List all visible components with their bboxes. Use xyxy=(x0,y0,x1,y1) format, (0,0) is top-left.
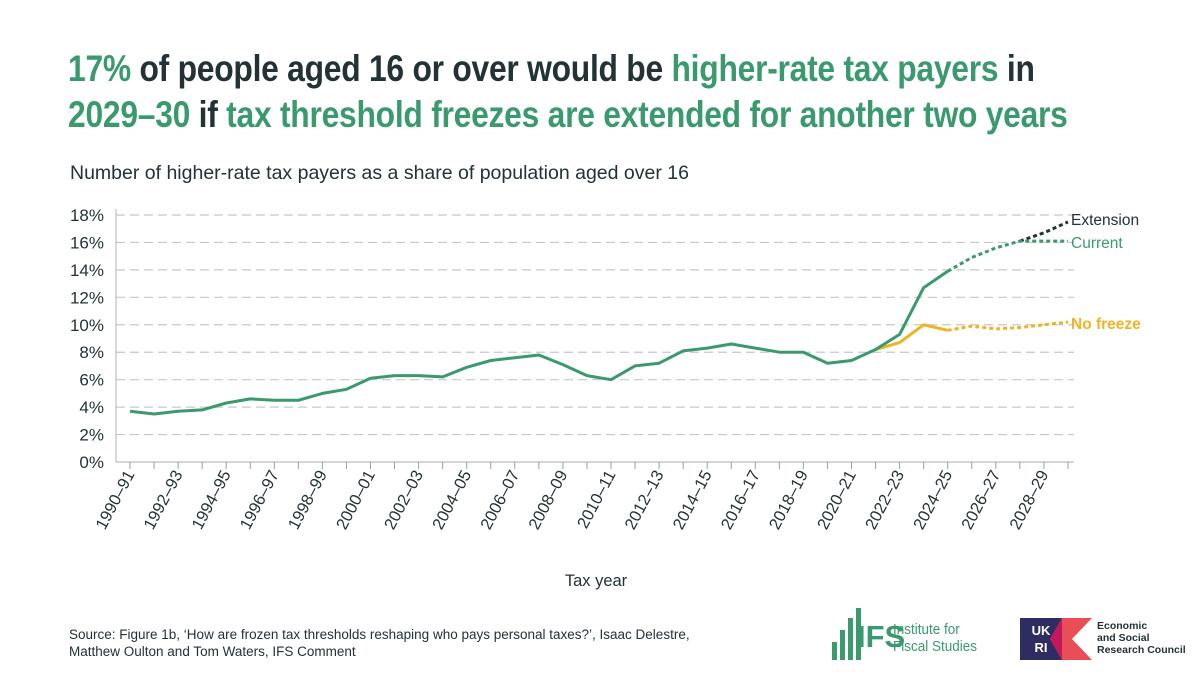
esrc-line-1: Economic xyxy=(1097,620,1148,632)
series-projection-current xyxy=(946,239,1068,273)
x-tick-label: 2026–27 xyxy=(958,467,1004,532)
y-tick-label: 8% xyxy=(79,343,104,362)
x-tick-label: 1998–99 xyxy=(285,467,331,532)
headline: 17% of people aged 16 or over would be h… xyxy=(68,46,1068,138)
y-tick-label: 18% xyxy=(70,206,104,225)
svg-text:RI: RI xyxy=(1035,640,1048,655)
ifs-logo-word: IFS xyxy=(857,619,906,654)
y-tick-label: 10% xyxy=(70,316,104,335)
esrc-line-2: and Social xyxy=(1097,632,1150,644)
x-tick-label: 1992–93 xyxy=(141,467,187,532)
y-tick-label: 12% xyxy=(70,288,104,307)
headline-text: of people aged 16 or over would be xyxy=(130,48,672,89)
y-tick-label: 6% xyxy=(79,371,104,390)
source-note: Source: Figure 1b, ‘How are frozen tax t… xyxy=(69,626,709,660)
series-projection-extension xyxy=(1019,220,1069,243)
y-tick-label: 2% xyxy=(79,426,104,445)
x-tick-label: 2008–09 xyxy=(525,467,571,532)
series-label-extension: Extension xyxy=(1071,212,1139,229)
x-tick-label: 2018–19 xyxy=(766,467,812,532)
headline-line-2: 2029–30 if tax threshold freezes are ext… xyxy=(68,92,1068,138)
x-tick-label: 1996–97 xyxy=(237,467,283,532)
x-tick-label: 2006–07 xyxy=(477,467,523,532)
headline-line-1: 17% of people aged 16 or over would be h… xyxy=(68,46,1035,92)
chart-title: Number of higher-rate tax payers as a sh… xyxy=(70,162,689,184)
source-line-1: Source: Figure 1b, ‘How are frozen tax t… xyxy=(69,627,690,642)
headline-text: in xyxy=(998,48,1035,89)
x-tick-label: 2028–29 xyxy=(1006,467,1052,532)
x-tick-label: 2020–21 xyxy=(814,467,860,532)
series-label-no-freeze: No freeze xyxy=(1071,316,1141,333)
esrc-logo-text: Economic and Social Research Council xyxy=(1097,620,1186,656)
y-tick-label: 14% xyxy=(70,261,104,280)
svg-text:UK: UK xyxy=(1032,623,1051,638)
y-tick-label: 16% xyxy=(70,233,104,252)
ifs-bars-icon xyxy=(832,608,861,660)
x-tick-label: 2024–25 xyxy=(910,467,956,532)
x-axis-title: Tax year xyxy=(565,572,628,590)
esrc-line-3: Research Council xyxy=(1097,644,1186,656)
y-tick-label: 4% xyxy=(79,398,104,417)
x-tick-label: 1990–91 xyxy=(92,467,138,532)
x-tick-label: 1994–95 xyxy=(189,467,235,532)
series-label-current: Current xyxy=(1071,235,1123,252)
x-tick-label: 2004–05 xyxy=(429,467,475,532)
ifs-logo-line-2: Fiscal Studies xyxy=(893,638,978,655)
x-tick-label: 2002–03 xyxy=(381,467,427,532)
x-tick-label: 2000–01 xyxy=(333,467,379,532)
ifs-logo-line-1: Institute for xyxy=(893,621,960,638)
x-tick-label: 2014–15 xyxy=(670,467,716,532)
headline-highlight: higher-rate tax payers xyxy=(671,48,999,89)
x-tick-label: 2016–17 xyxy=(718,467,764,532)
ukri-logo: UK RI xyxy=(1020,618,1092,660)
headline-highlight: 17% xyxy=(68,48,131,89)
y-tick-label: 0% xyxy=(79,453,104,472)
series-projection-no-freeze xyxy=(947,320,1069,332)
series-line-current xyxy=(129,270,949,416)
series-line-no-freeze xyxy=(875,323,949,351)
ifs-logo-text: Institute for Fiscal Studies xyxy=(893,621,977,655)
headline-text: if xyxy=(190,94,227,135)
x-tick-label: 2022–23 xyxy=(862,467,908,532)
x-tick-label: 2012–13 xyxy=(622,467,668,532)
headline-highlight: 2029–30 xyxy=(68,94,191,135)
x-tick-label: 2010–11 xyxy=(574,467,619,531)
headline-highlight: tax threshold freezes are extended for a… xyxy=(226,94,1068,135)
source-line-2: Matthew Oulton and Tom Waters, IFS Comme… xyxy=(69,644,356,659)
